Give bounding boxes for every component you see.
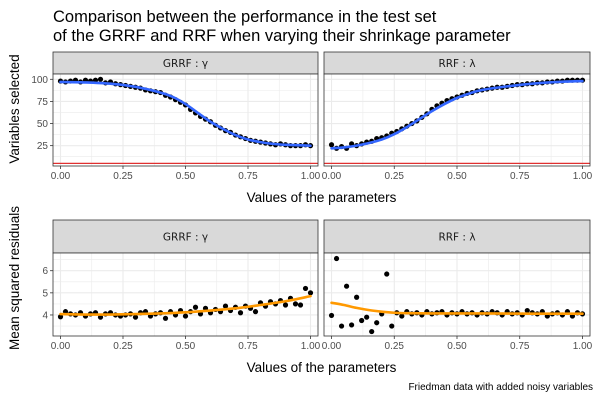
data-point: [192, 304, 199, 310]
data-point: [97, 76, 104, 82]
chart-title-line-1: Comparison between the performance in th…: [53, 8, 437, 26]
smooth-curve: [330, 79, 584, 150]
x-tick-label: 0.75: [238, 171, 258, 182]
y-tick-label: 25: [37, 141, 49, 152]
x-tick-label: 1.00: [573, 171, 593, 182]
strip-label-rrf: RRF : λ: [438, 58, 475, 70]
strip-background: [52, 219, 319, 254]
strip-label-grrf: GRRF : γ: [163, 58, 208, 70]
y-tick-label: 75: [37, 97, 49, 108]
data-point: [338, 323, 345, 329]
y-tick-label: 4: [42, 310, 48, 321]
data-point: [328, 312, 335, 319]
x-tick-label: 0.75: [510, 341, 530, 352]
data-point: [333, 255, 340, 262]
data-point: [364, 314, 370, 320]
data-point: [297, 302, 304, 308]
x-axis-title: Values of the parameters: [247, 190, 397, 205]
x-tick-label: 0.25: [113, 341, 133, 352]
data-point: [222, 303, 229, 309]
x-tick-label: 0.50: [447, 171, 467, 182]
data-point: [132, 314, 139, 320]
x-tick-label: 1.00: [301, 341, 321, 352]
chart-title-line-2: of the GRRF and RRF when varying their s…: [53, 27, 511, 45]
x-tick-label: 0.00: [51, 171, 71, 182]
data-point: [328, 142, 335, 148]
data-point: [369, 328, 375, 335]
data-point: [302, 285, 309, 292]
data-point: [524, 307, 530, 314]
x-tick-label: 0.50: [176, 171, 196, 182]
x-tick-label: 1.00: [301, 171, 321, 182]
x-tick-label: 0.00: [322, 171, 342, 182]
x-tick-label: 0.25: [385, 341, 405, 352]
plot-area: [323, 252, 591, 337]
panel-rrf-lambda-variables: RRF : λ 0.00 0.25 0.50 0.75 1.00: [322, 51, 593, 182]
variables-selected-row: GRRF : γ 0.00 0.25 0.50 0.75 1.00 25 50 75 100 R…: [7, 51, 593, 205]
data-point: [349, 322, 355, 328]
x-tick-label: 0.25: [385, 171, 405, 182]
data-point: [252, 309, 259, 315]
caption: Friedman data with added noisy variables: [408, 382, 593, 393]
y-tick-label: 100: [31, 75, 48, 86]
x-tick-label: 0.75: [510, 171, 530, 182]
plot-area: [52, 73, 319, 167]
data-point: [237, 310, 244, 316]
x-tick-label: 0.75: [238, 341, 258, 352]
data-point: [292, 301, 299, 307]
data-point: [374, 320, 380, 326]
x-tick-label: 0.25: [113, 171, 133, 182]
x-tick-label: 1.00: [573, 341, 593, 352]
plot-area: [323, 73, 591, 167]
data-point: [399, 313, 405, 319]
y-tick-label: 50: [37, 119, 49, 130]
data-point: [162, 315, 169, 321]
data-point: [307, 290, 314, 296]
data-point: [182, 313, 189, 319]
y-axis-title: Mean squared residuals: [7, 206, 22, 350]
panel-grrf-gamma-residuals: GRRF : γ 0.00 0.25 0.50 0.75 1.00 4 5 6: [42, 219, 321, 352]
plot-area: [52, 252, 319, 337]
y-tick-label: 5: [42, 288, 48, 299]
data-point: [354, 294, 360, 300]
x-tick-label: 0.00: [322, 341, 342, 352]
y-axis-title: Variables selected: [7, 54, 22, 163]
x-tick-label: 0.00: [51, 341, 71, 352]
smooth-curve: [59, 80, 312, 147]
data-point: [57, 314, 64, 320]
y-tick-label: 6: [42, 266, 48, 277]
x-tick-label: 0.50: [447, 341, 467, 352]
panel-grrf-gamma-variables: GRRF : γ 0.00 0.25 0.50 0.75 1.00 25 50 75 100: [31, 51, 321, 182]
strip-label-grrf: GRRF : γ: [163, 232, 208, 244]
data-point: [389, 323, 395, 329]
data-point: [384, 271, 390, 277]
data-point: [359, 317, 365, 324]
smooth-curve: [59, 294, 312, 316]
smooth-curve: [330, 301, 584, 315]
mean-squared-residuals-row: GRRF : γ 0.00 0.25 0.50 0.75 1.00 4 5 6 RRF : λ…: [7, 206, 593, 375]
strip-background: [323, 219, 591, 254]
x-axis-title: Values of the parameters: [247, 360, 397, 375]
data-point: [97, 314, 104, 320]
strip-label-rrf: RRF : λ: [438, 232, 475, 244]
data-point: [282, 302, 289, 308]
panel-rrf-lambda-residuals: RRF : λ 0.00 0.25 0.50 0.75 1.00: [322, 219, 593, 352]
x-tick-label: 0.50: [176, 341, 196, 352]
data-point: [343, 283, 350, 289]
